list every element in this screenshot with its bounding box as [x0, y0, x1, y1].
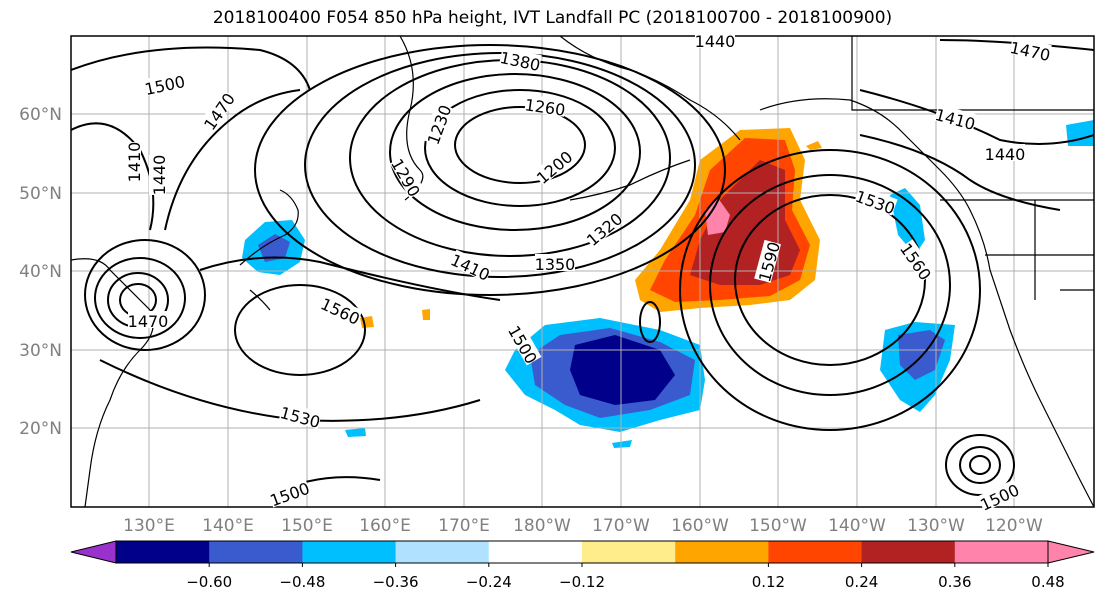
coastlines — [71, 36, 1094, 507]
colorbar-extend-low — [70, 540, 117, 564]
longitude-label: 160°E — [359, 516, 411, 536]
colorbar-segment — [675, 541, 769, 563]
contour-label-bg — [524, 94, 567, 117]
height-contours — [71, 39, 1094, 496]
contour-label-bg — [934, 104, 978, 131]
longitude-label: 130°W — [907, 516, 965, 536]
longitude-label: 140°E — [202, 516, 254, 536]
contour-label: 1440 — [150, 155, 169, 196]
contour-label: 1440 — [695, 32, 736, 51]
contour-label: 1410 — [125, 142, 144, 183]
contour-label: 1350 — [535, 255, 576, 274]
longitude-labels: 130°E 140°E 150°E 160°E 170°E 180°W 170°W 160°W… — [123, 516, 1043, 536]
contour-label-bg — [977, 479, 1021, 512]
contour-label-bg — [535, 254, 575, 271]
contour-label-bg — [532, 146, 575, 186]
colorbar-tick-label: 0.12 — [752, 573, 785, 591]
contour-label-bg — [422, 102, 453, 146]
colorbar-tick-label: 0.36 — [938, 573, 971, 591]
colorbar-segment — [488, 541, 583, 563]
contour-label-bg — [319, 293, 363, 326]
map-frame — [70, 35, 1095, 508]
colorbar-segment — [209, 541, 303, 563]
colorbar-segment — [861, 541, 956, 563]
colorbar-tick-labels: −0.60 −0.48 −0.36 −0.24 −0.12 0.12 0.24 0.36 0.4… — [186, 563, 1065, 591]
colorbar-tick-label: −0.36 — [373, 573, 419, 591]
latitude-label: 60°N — [19, 105, 62, 125]
latitude-label: 40°N — [19, 262, 62, 282]
longitude-label: 170°E — [438, 516, 490, 536]
longitude-label: 120°W — [985, 516, 1043, 536]
colorbar-segment — [768, 541, 863, 563]
contour-label-bg — [199, 89, 237, 132]
colorbar-extend-high — [1047, 540, 1095, 564]
contour-label-bg — [128, 311, 168, 328]
contour-label-bg — [985, 144, 1025, 161]
latitude-label: 50°N — [19, 184, 62, 204]
colorbar-tick-label: 0.48 — [1031, 573, 1064, 591]
map-title: 2018100400 F054 850 hPa height, IVT Land… — [212, 8, 893, 28]
contour-label-bg — [854, 185, 898, 216]
longitude-label: 150°E — [281, 516, 333, 536]
colorbar-tick-label: −0.48 — [279, 573, 325, 591]
colorbar-tick-label: −0.12 — [559, 573, 605, 591]
colorbar-segment — [302, 541, 397, 563]
contour-label: 1440 — [985, 145, 1026, 164]
contour-label-bg — [695, 31, 735, 48]
colorbar-tick-label: −0.24 — [466, 573, 512, 591]
colorbar-tick-label: −0.60 — [186, 573, 232, 591]
longitude-label: 180°W — [513, 516, 571, 536]
longitude-label: 160°W — [671, 516, 729, 536]
contour-label-bg — [124, 142, 141, 182]
colorbar-segment — [395, 541, 490, 563]
colorbar-segment — [582, 541, 676, 563]
contour-label-bg — [1009, 37, 1052, 63]
colorbar-segment — [116, 541, 210, 563]
contour-label-bg — [149, 155, 166, 195]
contour-label-bg — [506, 322, 542, 366]
contour-label-bg — [499, 47, 542, 73]
contour-label-bg — [279, 402, 323, 429]
longitude-label: 130°E — [123, 516, 175, 536]
colorbar-tick-label: 0.24 — [845, 573, 878, 591]
colorbar-segment — [954, 541, 1049, 563]
contour-label-bg — [267, 477, 311, 508]
longitude-label: 150°W — [749, 516, 807, 536]
colorbar — [70, 540, 1095, 564]
contour-label-bg — [143, 71, 186, 97]
contour-label-bg — [449, 249, 493, 282]
longitude-label: 140°W — [828, 516, 886, 536]
contour-label-bg — [898, 239, 936, 282]
latitude-label: 20°N — [19, 419, 62, 439]
latitude-label: 30°N — [19, 341, 62, 361]
longitude-label: 170°W — [592, 516, 650, 536]
contour-label: 1470 — [128, 312, 169, 331]
latitude-labels: 60°N 50°N 40°N 30°N 20°N — [19, 105, 62, 439]
contour-label-bg — [754, 239, 781, 283]
contour-label-bg — [389, 155, 425, 199]
contour-label-bg — [582, 208, 625, 248]
